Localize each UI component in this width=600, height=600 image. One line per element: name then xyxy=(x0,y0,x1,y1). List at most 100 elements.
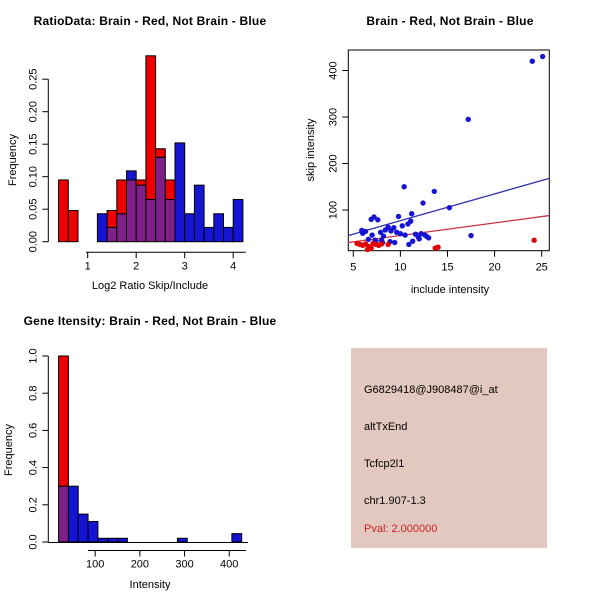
y-tick-label: 100 xyxy=(327,201,339,219)
hist-bar-overlap xyxy=(155,156,166,243)
hist-bar-blue xyxy=(96,213,108,243)
hist-bar-blue xyxy=(117,537,128,543)
x-tick-label: 300 xyxy=(175,559,193,571)
hist-bar-overlap xyxy=(145,198,157,243)
panel-intensity-histogram: Gene Itensity: Brain - Red, Not Brain - … xyxy=(0,300,300,600)
x-tick-label: 4 xyxy=(230,260,236,272)
event-type-text: altTxEnd xyxy=(364,421,408,433)
hist-bar-blue xyxy=(126,170,137,181)
y-tick-label: 0.25 xyxy=(27,68,39,89)
intensity-hist-title: Gene Itensity: Brain - Red, Not Brain - … xyxy=(23,314,277,328)
scatter-point xyxy=(529,58,535,64)
y-tick-label: 200 xyxy=(327,154,339,172)
hist-bar-overlap xyxy=(58,485,69,543)
y-tick-label: 0.2 xyxy=(27,497,39,512)
scatter-point xyxy=(531,237,537,243)
ratio-histogram-plot: 0.00 0.05 0.10 0.15 0.20 0.25 1 2 3 4 xyxy=(27,55,246,272)
hist-bar-red xyxy=(155,148,166,158)
intensity-hist-xlabel: Intensity xyxy=(129,579,171,591)
hist-bar-overlap xyxy=(106,226,118,243)
hist-bar-overlap xyxy=(164,198,176,243)
plot-box xyxy=(347,49,550,252)
scatter-point xyxy=(369,232,375,238)
x-tick-label: 3 xyxy=(182,260,188,272)
scatter-point xyxy=(409,238,416,244)
scatter-point xyxy=(416,236,422,242)
scatter-point xyxy=(435,244,441,250)
hist-bar-blue xyxy=(231,533,243,543)
info-box: G6829418@J908487@i_at altTxEnd Tcfcp2l1 … xyxy=(351,348,547,548)
hist-bar-overlap xyxy=(116,213,128,243)
scatter-title: Brain - Red, Not Brain - Blue xyxy=(366,14,534,28)
y-tick-label: 0.05 xyxy=(27,198,39,219)
y-tick-label: 1.0 xyxy=(27,348,39,363)
x-tick-label: 20 xyxy=(488,262,500,274)
hist-bar-red xyxy=(116,179,128,215)
y-tick-label: 0.15 xyxy=(27,133,39,154)
hist-bar-overlap xyxy=(126,179,137,243)
scatter-plot: 5 10 15 20 25 100 200 300 400 xyxy=(327,49,550,274)
y-tick-label: 0.8 xyxy=(27,386,39,401)
y-tick-label: 0.4 xyxy=(27,460,39,475)
pval-text: Pval: 2.000000 xyxy=(364,523,438,535)
x-tick-label: 400 xyxy=(220,559,238,571)
scatter-point xyxy=(539,53,546,60)
scatter-point xyxy=(377,229,384,236)
scatter-point xyxy=(385,241,391,248)
scatter-point xyxy=(395,213,402,220)
ratio-hist-xlabel: Log2 Ratio Skip/Include xyxy=(91,280,209,292)
scatter-point xyxy=(406,241,412,248)
hist-bar-blue xyxy=(176,537,188,543)
hist-bar-red xyxy=(145,55,157,200)
hist-bar-blue xyxy=(213,213,225,243)
scatter-point xyxy=(446,204,453,211)
intensity-histogram-plot: 0.0 0.2 0.4 0.6 0.8 1.0 100 200 300 400 xyxy=(27,348,248,571)
x-tick-label: 2 xyxy=(133,260,139,272)
hist-bar-blue xyxy=(184,213,195,243)
y-tick-label: 0.20 xyxy=(27,101,39,122)
gene-name-text: Tcfcp2l1 xyxy=(364,458,405,470)
y-tick-label: 0.0 xyxy=(27,534,39,549)
x-tick-label: 15 xyxy=(441,262,453,274)
scatter-point xyxy=(401,184,407,190)
hist-bar-blue xyxy=(97,537,109,543)
hist-bar-blue xyxy=(203,226,215,243)
y-tick-label: 400 xyxy=(327,61,339,79)
y-tick-label: 0.00 xyxy=(27,231,39,252)
scatter-point xyxy=(397,231,404,237)
scatter-point xyxy=(431,188,438,195)
panel-scatter: Brain - Red, Not Brain - Blue skip inten… xyxy=(300,0,600,300)
hist-bar-red xyxy=(164,179,176,200)
scatter-point xyxy=(380,233,387,239)
scatter-point xyxy=(420,200,426,206)
scatter-point xyxy=(399,223,405,229)
y-tick-label: 0.6 xyxy=(27,423,39,438)
panel-gene-info: G6829418@J908487@i_at altTxEnd Tcfcp2l1 … xyxy=(300,300,600,600)
scatter-point xyxy=(378,241,385,247)
scatter-point xyxy=(382,227,389,233)
scatter-point xyxy=(365,236,372,242)
scatter-point xyxy=(425,235,432,241)
hist-bar-blue xyxy=(223,226,234,243)
hist-bar-blue xyxy=(193,184,205,243)
x-tick-label: 10 xyxy=(394,262,406,274)
scatter-point xyxy=(364,246,371,253)
chromosome-location-text: chr1.907-1.3 xyxy=(364,495,426,507)
scatter-point xyxy=(360,230,366,236)
panel-ratio-histogram: RatioData: Brain - Red, Not Brain - Blue… xyxy=(0,0,300,300)
hist-bar-blue xyxy=(67,485,79,543)
hist-bar-red xyxy=(106,210,118,228)
x-tick-label: 5 xyxy=(350,262,356,274)
probe-id-text: G6829418@J908487@i_at xyxy=(364,384,498,396)
scatter-point xyxy=(368,216,374,222)
hist-bar-overlap xyxy=(135,184,147,243)
hist-bar-blue xyxy=(77,513,89,543)
scatter-point xyxy=(468,232,474,239)
scatter-point xyxy=(465,116,471,123)
hist-bar-red xyxy=(67,210,79,243)
hist-bar-red xyxy=(58,179,69,243)
hist-bar-blue xyxy=(87,521,99,543)
hist-bar-red xyxy=(58,355,69,487)
y-tick-label: 0.10 xyxy=(27,166,39,187)
